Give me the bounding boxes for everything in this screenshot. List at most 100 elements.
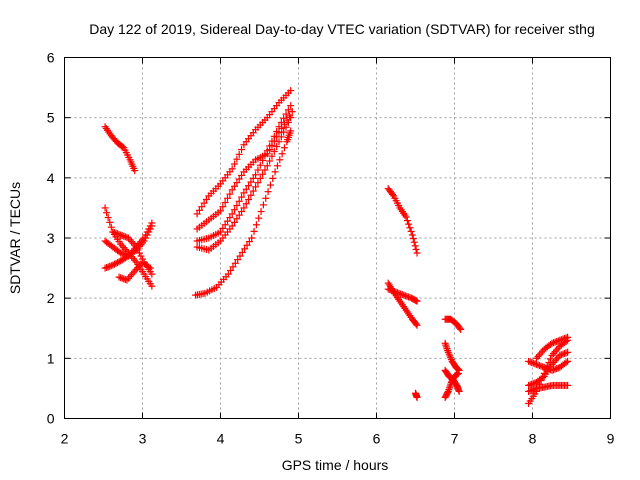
data-point-sample — [550, 350, 558, 358]
data-point-sample — [129, 239, 137, 247]
data-point — [564, 348, 572, 356]
data-point-sample — [238, 171, 246, 179]
data-point — [148, 219, 156, 227]
data-point — [271, 168, 279, 176]
data-point-sample — [269, 174, 277, 182]
data-point-sample — [539, 363, 547, 371]
data-point-sample — [249, 187, 257, 195]
data-point-sample — [557, 336, 565, 344]
data-point-sample — [273, 143, 281, 151]
data-point-sample — [115, 230, 123, 238]
data-point — [525, 381, 533, 389]
data-point-sample — [528, 380, 536, 388]
data-point-sample — [229, 263, 237, 271]
data-point-sample — [245, 238, 253, 246]
data-point — [457, 325, 465, 333]
y-tick-label: 2 — [47, 290, 55, 306]
data-point-sample — [200, 199, 208, 207]
data-point-sample — [270, 137, 278, 145]
data-point-sample — [219, 203, 227, 211]
data-point-sample — [551, 348, 559, 356]
data-point-sample — [531, 360, 539, 368]
data-point-sample — [221, 221, 229, 229]
data-point-sample — [143, 228, 151, 236]
data-point-sample — [550, 359, 558, 367]
data-point — [259, 201, 267, 209]
data-point-sample — [250, 227, 258, 235]
data-point — [115, 273, 123, 281]
data-point-sample — [231, 218, 239, 226]
data-point — [263, 162, 271, 170]
data-point-sample — [390, 288, 398, 296]
data-point-sample — [257, 208, 265, 216]
data-point-sample — [221, 199, 229, 207]
data-point — [400, 291, 408, 299]
data-point-sample — [401, 292, 409, 300]
data-point-sample — [120, 244, 128, 252]
data-point-sample — [247, 178, 255, 186]
data-point-sample — [117, 274, 125, 282]
data-point-sample — [252, 221, 260, 229]
data-point-sample — [283, 116, 291, 124]
data-point-sample — [536, 351, 544, 359]
x-tick-labels: 2 3 4 5 6 7 8 9 — [61, 431, 615, 447]
data-point-sample — [278, 124, 286, 132]
data-point-sample — [412, 320, 420, 328]
data-point-sample — [135, 249, 143, 257]
data-point-sample — [249, 174, 257, 182]
data-point-sample — [543, 365, 551, 373]
data-point-sample — [270, 147, 278, 155]
data-point-sample — [231, 160, 239, 168]
data-point — [117, 249, 125, 257]
data-point-sample — [454, 370, 462, 378]
data-point-sample — [389, 190, 397, 198]
data-point-sample — [387, 286, 395, 294]
data-point-sample — [224, 217, 232, 225]
data-point — [525, 357, 533, 365]
data-point — [140, 234, 148, 242]
data-point-sample — [146, 222, 154, 230]
data-point-sample — [529, 380, 537, 388]
data-point — [252, 183, 260, 191]
data-point — [132, 243, 140, 251]
data-point-sample — [103, 263, 111, 271]
data-point-sample — [233, 179, 241, 187]
data-point-sample — [241, 245, 249, 253]
data-point — [564, 333, 572, 341]
data-point — [548, 366, 556, 374]
data-point — [275, 138, 283, 146]
data-point-sample — [286, 112, 294, 120]
data-point-sample — [247, 191, 255, 199]
data-point-sample — [124, 274, 132, 282]
data-point — [236, 252, 244, 260]
data-point-sample — [528, 359, 536, 367]
data-point — [392, 288, 400, 296]
data-point-sample — [537, 349, 545, 357]
data-point — [217, 207, 224, 215]
data-point-sample — [256, 161, 264, 169]
data-point-sample — [397, 290, 405, 298]
data-point-sample — [261, 166, 269, 174]
data-point-sample — [112, 229, 120, 237]
data-point-sample — [227, 266, 235, 274]
data-point-sample — [195, 206, 203, 214]
data-point-sample — [238, 208, 246, 216]
data-point-sample — [528, 386, 536, 394]
y-tick-label: 6 — [47, 50, 55, 66]
data-point-sample — [559, 335, 567, 343]
data-point — [413, 297, 421, 305]
data-point-sample — [259, 170, 267, 178]
data-point-sample — [235, 211, 243, 219]
data-point — [131, 167, 139, 175]
data-point-sample — [403, 217, 411, 225]
y-tick-label: 0 — [47, 411, 55, 427]
data-point — [532, 360, 540, 368]
data-point-sample — [386, 286, 394, 294]
data-point-sample — [551, 357, 559, 365]
data-point — [248, 234, 256, 242]
data-point-sample — [264, 188, 272, 196]
data-point-sample — [219, 224, 227, 232]
data-point-sample — [114, 259, 122, 267]
data-point-sample — [128, 238, 136, 246]
data-point — [288, 108, 296, 116]
